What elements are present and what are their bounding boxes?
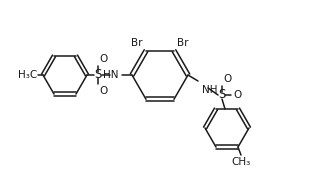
Text: H₃C: H₃C <box>18 70 37 80</box>
Text: Br: Br <box>131 38 143 48</box>
Text: O: O <box>99 54 107 64</box>
Text: Br: Br <box>177 38 188 48</box>
Text: CH₃: CH₃ <box>231 157 251 167</box>
Text: S: S <box>94 68 102 82</box>
Text: O: O <box>223 74 231 84</box>
Text: O: O <box>233 90 241 100</box>
Text: O: O <box>99 86 107 96</box>
Text: HN: HN <box>102 70 118 80</box>
Text: S: S <box>218 89 226 102</box>
Text: NH: NH <box>202 85 218 95</box>
